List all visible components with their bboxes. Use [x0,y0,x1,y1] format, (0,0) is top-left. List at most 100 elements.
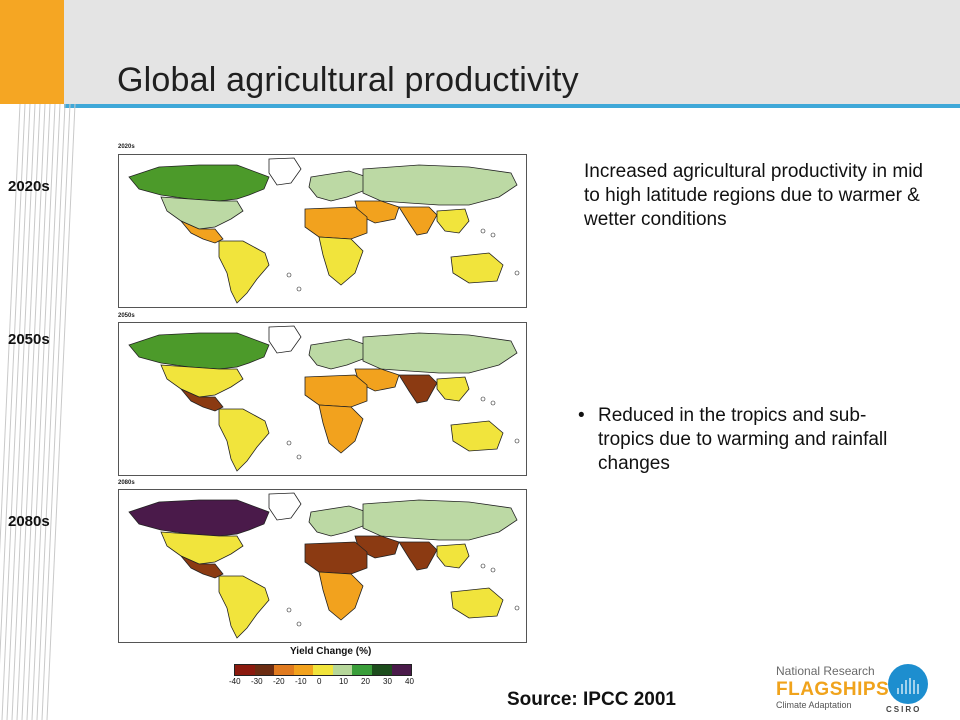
page-title: Global agricultural productivity [117,61,579,99]
map-region-southeast-asia [436,543,470,569]
map-region-australia [450,587,504,619]
stripe-line [6,104,36,720]
map-region-africa-north [304,206,368,240]
map-island [480,396,486,402]
csiro-wordmark: CSIRO [886,705,922,714]
stripe-line [21,104,51,720]
map-island [514,605,520,611]
map-region-europe [308,338,368,370]
title-underline [64,104,960,108]
orange-accent-block [0,0,64,104]
bullet-marker: • [578,405,585,426]
map-region-southeast-asia [436,376,470,402]
legend-title: Yield Change (%) [290,646,372,657]
legend-swatch [332,665,353,675]
map-island [286,272,292,278]
map-region-south-america [218,575,270,639]
map-region-australia [450,420,504,452]
map-island [286,607,292,613]
map-region-asia-north [362,332,518,374]
stripe-line [11,104,41,720]
map-region-south-asia [398,374,438,404]
period-label-2050s: 2050s [8,331,50,348]
logo-line-2: FLAGSHIPS [776,679,890,700]
map-tag-2050s: 2050s [118,313,135,319]
map-region-africa-north [304,541,368,575]
map-island [490,232,496,238]
map-region-north-america [128,164,270,202]
map-island [514,438,520,444]
map-island [286,440,292,446]
logo-line-3: Climate Adaptation [776,700,852,710]
legend-tick-label: 10 [339,677,348,686]
legend-color-bar [234,664,412,676]
source-citation: Source: IPCC 2001 [507,689,676,710]
map-region-africa-south [318,236,364,286]
map-island [514,270,520,276]
map-island [490,567,496,573]
map-tag-2020s: 2020s [118,144,135,150]
map-island [480,563,486,569]
stripe-line [0,104,26,666]
bullet-text: Reduced in the tropics and sub-tropics d… [598,405,888,474]
stripe-line [16,104,46,720]
map-tag-2080s: 2080s [118,480,135,486]
world-map-2020s [118,154,527,308]
legend-tick-label: 30 [383,677,392,686]
legend-tick-label: -30 [251,677,263,686]
legend-swatch [371,665,392,675]
map-region-greenland [268,325,302,354]
logo-line-1: National Research [776,664,875,678]
map-island [296,286,302,292]
period-label-2020s: 2020s [8,178,50,195]
map-region-southeast-asia [436,208,470,234]
flagships-logo: National Research FLAGSHIPS Climate Adap… [776,662,936,714]
map-region-europe [308,505,368,537]
legend-swatch [352,665,372,675]
map-region-south-america [218,240,270,304]
stripe-line [31,104,61,720]
header-band [0,0,960,104]
map-region-greenland [268,492,302,521]
period-label-2080s: 2080s [8,513,50,530]
map-region-africa-north [304,374,368,408]
map-region-europe [308,170,368,202]
world-map-2080s [118,489,527,643]
legend-swatch [274,665,294,675]
legend-tick-label: 0 [317,677,322,686]
legend-tick-label: -40 [229,677,241,686]
map-region-north-america-south [160,196,244,230]
map-region-greenland [268,157,302,186]
world-map-2050s [118,322,527,476]
map-island [296,454,302,460]
legend-tick-label: -10 [295,677,307,686]
legend-ticks: -40 -30 -20 -10 0 10 20 30 40 [226,677,426,689]
stripe-line [26,104,56,720]
legend-tick-label: 40 [405,677,414,686]
map-region-africa-south [318,404,364,454]
csiro-logo-icon [888,664,928,704]
legend-tick-label: 20 [361,677,370,686]
legend-swatch [254,665,275,675]
increase-statement: Increased agricultural productivity in m… [584,161,923,230]
stripe-line [36,104,66,720]
map-region-africa-south [318,571,364,621]
legend-swatch [391,665,412,675]
bullet-item: • Reduced in the tropics and sub-tropics… [578,404,908,476]
decorative-stripes [0,104,80,720]
map-region-north-america-south [160,531,244,565]
map-island [490,400,496,406]
map-region-asia-north [362,164,518,206]
map-island [296,621,302,627]
map-island [480,228,486,234]
map-region-australia [450,252,504,284]
legend-swatch [235,665,255,675]
legend-swatch [313,665,333,675]
legend-tick-label: -20 [273,677,285,686]
stripe-line [1,104,31,720]
stripe-line [41,104,71,720]
legend-swatch [293,665,314,675]
map-region-south-america [218,408,270,472]
stripe-line [46,104,76,720]
map-region-north-america [128,499,270,537]
